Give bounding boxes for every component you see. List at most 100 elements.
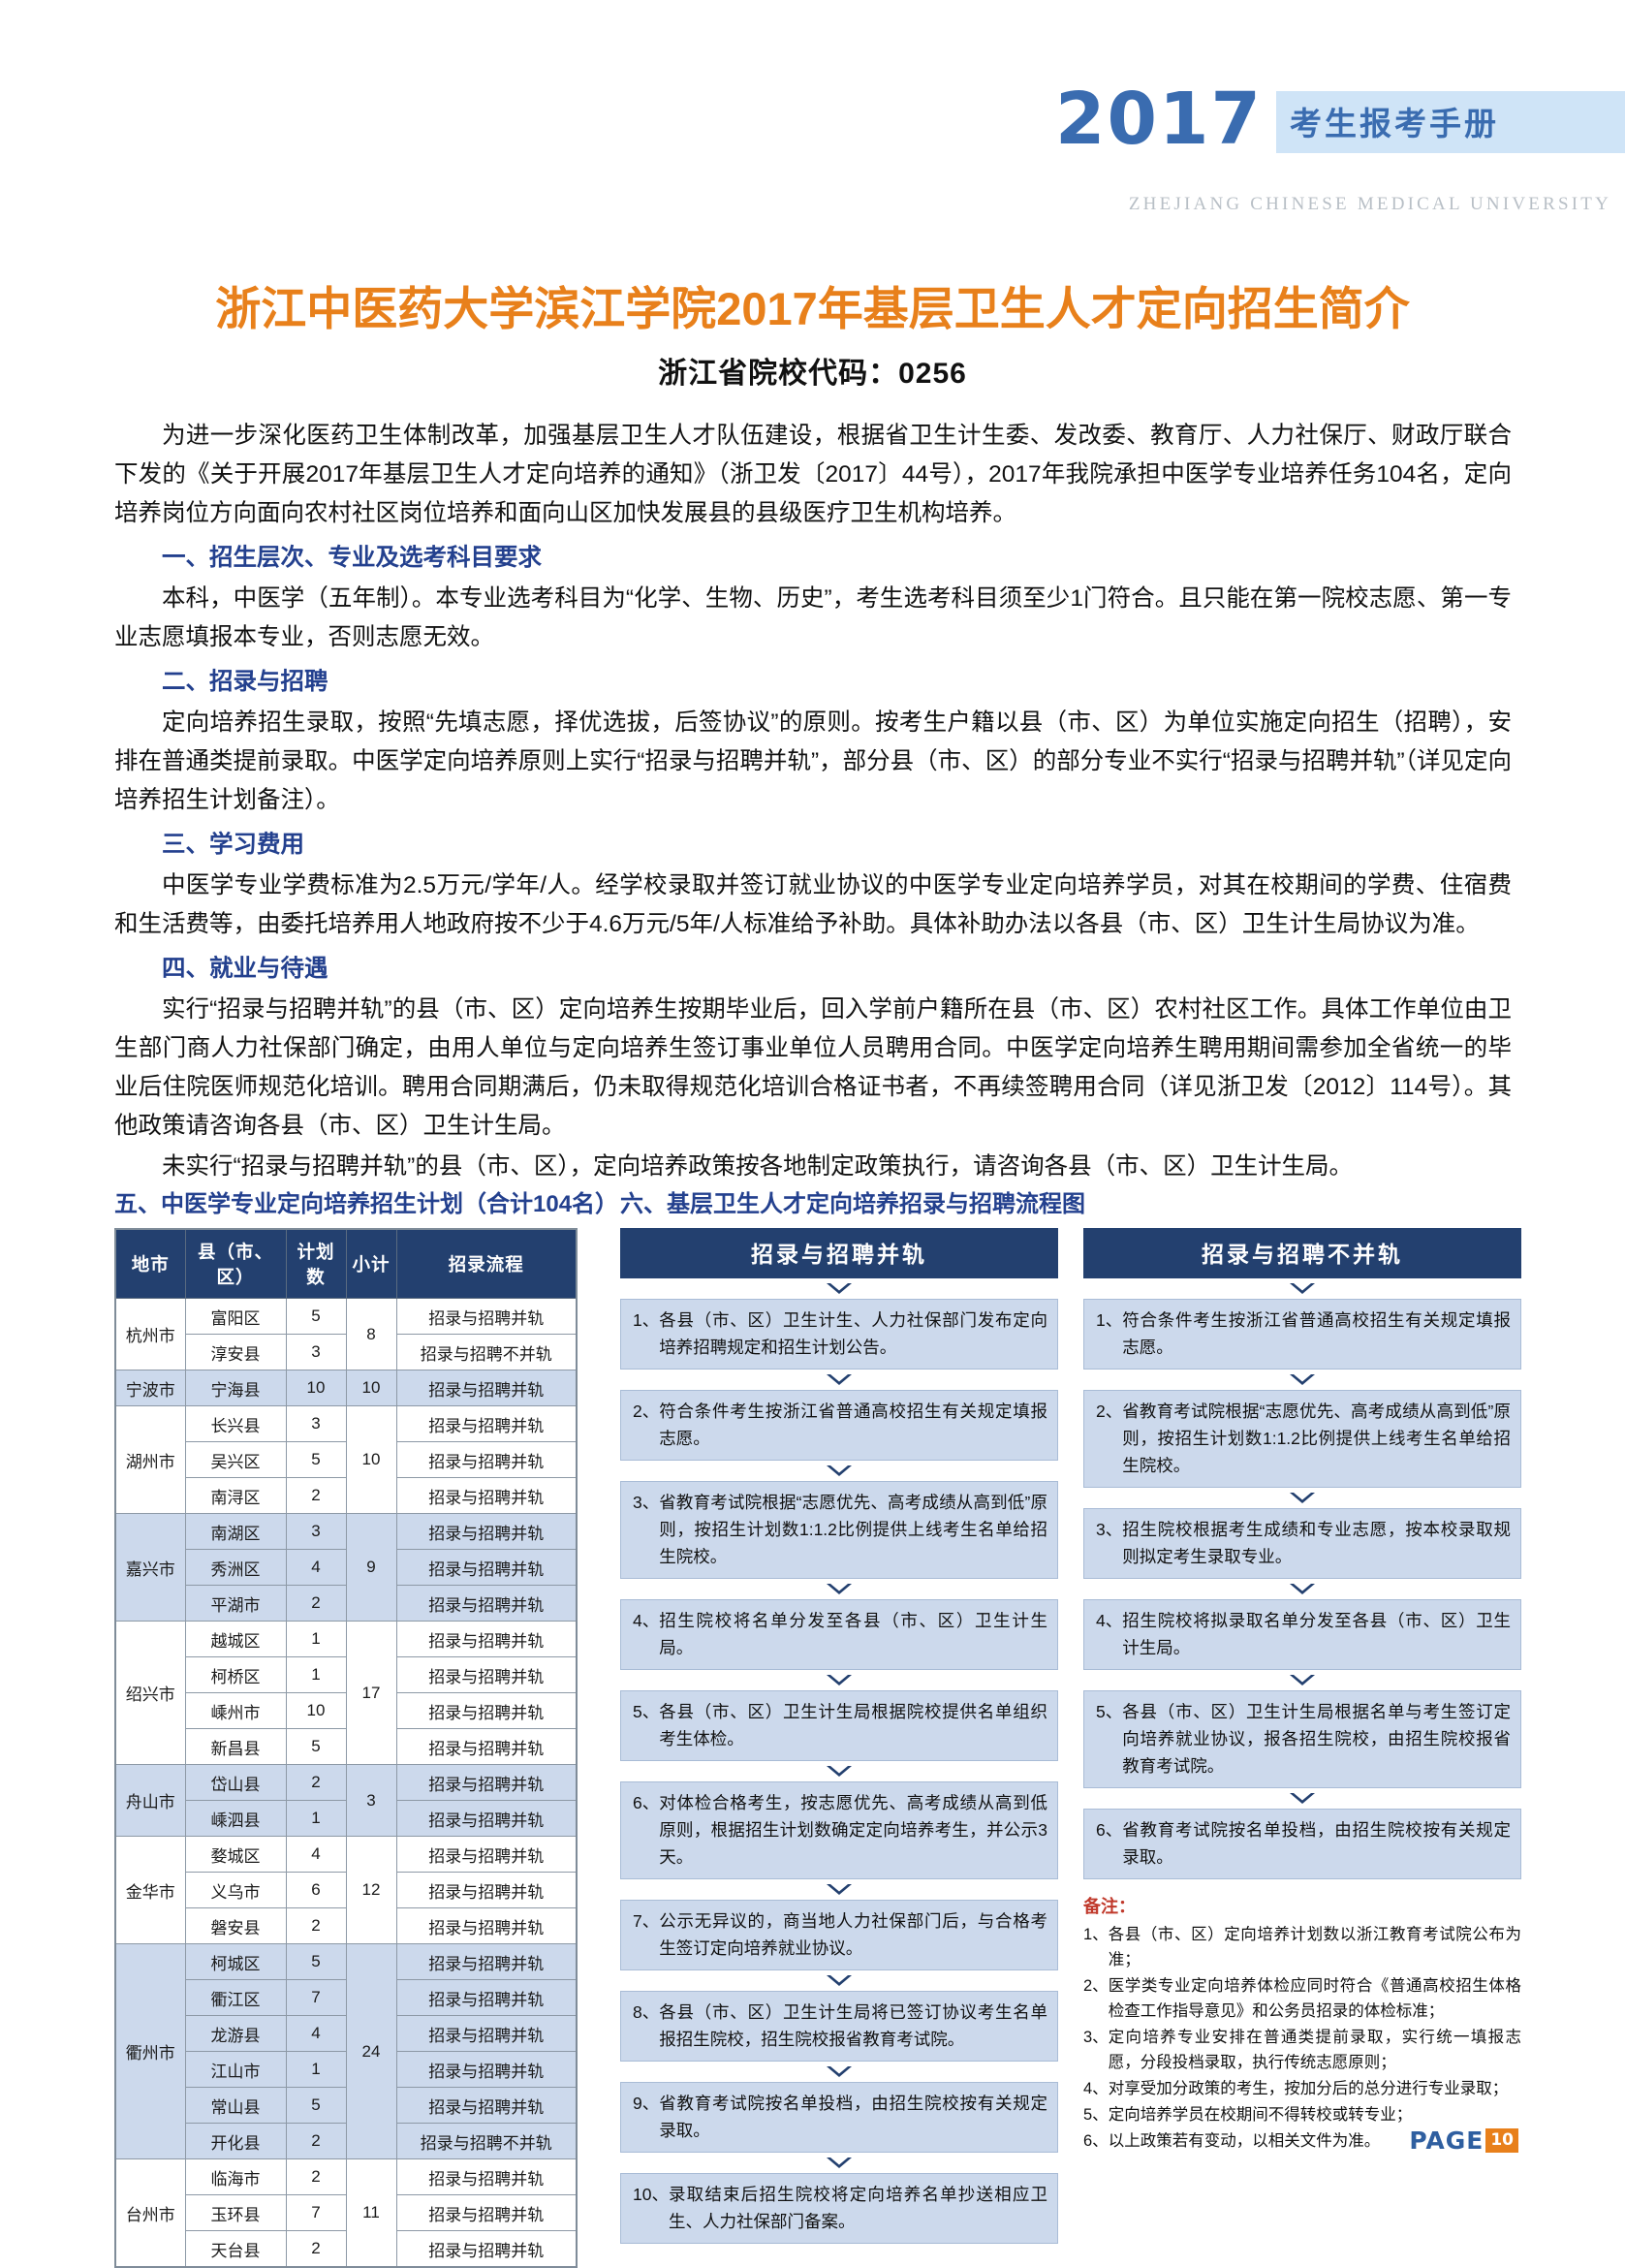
step-number: 5、 xyxy=(633,1702,660,1721)
cell-process: 招录与招聘并轨 xyxy=(395,2015,578,2052)
table-row: 舟山市 岱山县 2 3 招录与招聘并轨 xyxy=(114,1764,578,1837)
chevron-down-icon xyxy=(1083,1370,1521,1390)
table-row: 江山市 1 招录与招聘并轨 xyxy=(115,2051,578,2088)
step-text: 招生院校根据考生成绩和专业志愿，按本校录取规则拟定考生录取专业。 xyxy=(1122,1520,1511,1566)
note-number: 3、 xyxy=(1083,2029,1109,2046)
cell-city: 嘉兴市 xyxy=(114,1513,186,1622)
cell-process: 招录与招聘并轨 xyxy=(395,1764,578,1801)
cell-subtotal: 10 xyxy=(345,1370,397,1406)
cell-process: 招录与招聘并轨 xyxy=(395,1298,578,1335)
flow-merged-step: 8、 各县（市、区）卫生计生局将已签订协议考生名单报招生院校，招生院校报省教育考试… xyxy=(620,1991,1058,2062)
step-text: 各县（市、区）卫生计生、人力社保部门发布定向培养招聘规定和招生计划公告。 xyxy=(659,1310,1047,1357)
cell-subtotal: 9 xyxy=(345,1513,397,1622)
step-number: 6、 xyxy=(1096,1820,1123,1840)
step-number: 3、 xyxy=(1096,1520,1123,1539)
cell-county: 南湖区 xyxy=(184,1513,287,1550)
cell-quota: 7 xyxy=(285,1979,347,2016)
step-text: 省教育考试院按名单投档，由招生院校按有关规定录取。 xyxy=(1122,1820,1511,1867)
cell-county: 磐安县 xyxy=(184,1907,287,1944)
cell-county: 富阳区 xyxy=(184,1298,287,1335)
cell-subtotal: 12 xyxy=(345,1836,397,1944)
note-text: 定向培养学员在校期间不得转校或转专业； xyxy=(1108,2106,1413,2124)
table-row: 杭州市 富阳区 5 8 招录与招聘并轨 xyxy=(114,1298,578,1370)
chevron-down-icon xyxy=(620,1879,1058,1900)
step-text: 各县（市、区）卫生计生局将已签订协议考生名单报招生院校，招生院校报省教育考试院。 xyxy=(659,2002,1047,2049)
cell-quota: 1 xyxy=(285,1656,347,1693)
chevron-down-icon xyxy=(620,2062,1058,2082)
cell-city: 台州市 xyxy=(114,2158,186,2268)
table-row: 嵊州市 10 招录与招聘并轨 xyxy=(115,1692,578,1729)
table-row: 义乌市 6 招录与招聘并轨 xyxy=(115,1872,578,1908)
cell-county: 婺城区 xyxy=(184,1836,287,1873)
step-text: 录取结束后招生院校将定向培养名单抄送相应卫生、人力社保部门备案。 xyxy=(668,2185,1047,2231)
cell-city: 湖州市 xyxy=(114,1405,186,1514)
chevron-down-icon xyxy=(1083,1488,1521,1508)
cell-quota: 2 xyxy=(285,2158,347,2195)
cell-quota: 1 xyxy=(285,2051,347,2088)
flowcharts: 招录与招聘并轨 1、 各县（市、区）卫生计生、人力社保部门发布定向培养招聘规定和招… xyxy=(620,1228,1521,2244)
cell-subtotal: 11 xyxy=(345,2158,397,2268)
institution-code: 浙江省院校代码：0256 xyxy=(658,358,967,390)
masthead: 2017 考生报考手册 ZHEJIANG CHINESE MEDICAL UNI… xyxy=(0,83,1625,214)
table-row: 衢江区 7 招录与招聘并轨 xyxy=(115,1979,578,2016)
step-text: 符合条件考生按浙江省普通高校招生有关规定填报志愿。 xyxy=(1122,1310,1511,1357)
cell-process: 招录与招聘并轨 xyxy=(395,2158,578,2195)
paragraph-3: 中医学专业学费标准为2.5万元/学年/人。经学校录取并签订就业协议的中医学专业定… xyxy=(114,872,1512,937)
cell-quota: 5 xyxy=(285,1298,347,1335)
cell-county: 秀洲区 xyxy=(184,1549,287,1586)
chevron-down-icon xyxy=(1083,1278,1521,1299)
step-text: 符合条件考生按浙江省普通高校招生有关规定填报志愿。 xyxy=(659,1402,1047,1448)
cell-quota: 3 xyxy=(285,1334,347,1370)
cell-city: 衢州市 xyxy=(114,1943,186,2159)
note-text: 医学类专业定向培养体检应同时符合《普通高校招生体格检查工作指导意见》和公务员招录… xyxy=(1108,1977,1521,2020)
note-item: 5、 定向培养学员在校期间不得转校或转专业； xyxy=(1083,2102,1521,2127)
cell-quota: 5 xyxy=(285,1943,347,1980)
chevron-down-icon xyxy=(1083,1579,1521,1599)
plan-column: 五、中医学专业定向培养招生计划（合计104名） 地市 县（市、区） 计划数 小计… xyxy=(114,1184,619,2268)
cell-county: 岱山县 xyxy=(184,1764,287,1801)
flow-merged-step: 3、 省教育考试院根据“志愿优先、高考成绩从高到低”原则，按招生计划数1:1.2比… xyxy=(620,1481,1058,1579)
cell-county: 淳安县 xyxy=(184,1334,287,1370)
step-number: 2、 xyxy=(633,1402,660,1421)
table-row: 金华市 婺城区 4 12 招录与招聘并轨 xyxy=(114,1836,578,1944)
table-row: 磐安县 2 招录与招聘并轨 xyxy=(115,1907,578,1944)
flowchart-separate-title: 招录与招聘不并轨 xyxy=(1083,1228,1521,1278)
cell-process: 招录与招聘并轨 xyxy=(395,1549,578,1586)
cell-county: 临海市 xyxy=(184,2158,287,2195)
step-text: 对体检合格考生，按志愿优先、高考成绩从高到低原则，根据招生计划数确定定向培养考生… xyxy=(659,1793,1047,1867)
section-heading-5: 五、中医学专业定向培养招生计划（合计104名） xyxy=(114,1191,619,1217)
cell-quota: 2 xyxy=(285,1585,347,1622)
table-row: 宁波市 宁海县 10 10 招录与招聘并轨 xyxy=(114,1370,578,1406)
cell-process: 招录与招聘不并轨 xyxy=(395,2123,578,2159)
cell-subtotal: 3 xyxy=(345,1764,397,1837)
cell-county: 宁海县 xyxy=(184,1370,287,1406)
page-label: PAGE xyxy=(1409,2126,1484,2155)
cell-quota: 2 xyxy=(285,2123,347,2159)
cell-process: 招录与招聘并轨 xyxy=(395,1907,578,1944)
step-number: 5、 xyxy=(1096,1702,1123,1721)
step-text: 招生院校将拟录取名单分发至各县（市、区）卫生计生局。 xyxy=(1122,1611,1511,1657)
note-number: 2、 xyxy=(1083,1977,1109,1995)
cell-process: 招录与招聘并轨 xyxy=(395,1692,578,1729)
chevron-down-icon xyxy=(620,1278,1058,1299)
note-text: 定向培养专业安排在普通类提前录取，实行统一填报志愿，分段投档录取，执行传统志愿原… xyxy=(1108,2029,1521,2071)
table-body: 杭州市 富阳区 5 8 招录与招聘并轨 淳安县 3 招录与招聘不并轨 宁波市 宁海县 10 10 招录与… xyxy=(114,1298,578,2268)
article-body: 为进一步深化医药卫生体制改革，加强基层卫生人才队伍建设，根据省卫生计生委、发改委… xyxy=(114,417,1512,1188)
col-city: 地市 xyxy=(114,1228,186,1299)
cell-county: 嵊州市 xyxy=(184,1692,287,1729)
step-text: 省教育考试院按名单投档，由招生院校按有关规定录取。 xyxy=(659,2094,1047,2140)
step-number: 1、 xyxy=(633,1310,660,1330)
cell-quota: 4 xyxy=(285,1549,347,1586)
step-number: 7、 xyxy=(633,1911,660,1931)
paragraph-1: 本科，中医学（五年制）。本专业选考科目为“化学、生物、历史”，考生选考科目须至少… xyxy=(114,585,1512,650)
paragraph-intro: 为进一步深化医药卫生体制改革，加强基层卫生人才队伍建设，根据省卫生计生委、发改委… xyxy=(114,423,1512,526)
section-heading-3: 三、学习费用 xyxy=(162,832,304,858)
flow-separate-step: 6、 省教育考试院按名单投档，由招生院校按有关规定录取。 xyxy=(1083,1809,1521,1879)
note-text: 对享受加分政策的考生，按加分后的总分进行专业录取； xyxy=(1108,2080,1509,2097)
cell-county: 嵊泗县 xyxy=(184,1800,287,1837)
flow-separate-step: 2、 省教育考试院根据“志愿优先、高考成绩从高到低”原则，按招生计划数1:1.2比… xyxy=(1083,1390,1521,1488)
paragraph-4: 实行“招录与招聘并轨”的县（市、区）定向培养生按期毕业后，回入学前户籍所在县（市… xyxy=(114,996,1512,1139)
step-text: 公示无异议的，商当地人力社保部门后，与合格考生签订定向培养就业协议。 xyxy=(659,1911,1047,1958)
cell-process: 招录与招聘并轨 xyxy=(395,2194,578,2231)
cell-quota: 10 xyxy=(285,1370,347,1406)
